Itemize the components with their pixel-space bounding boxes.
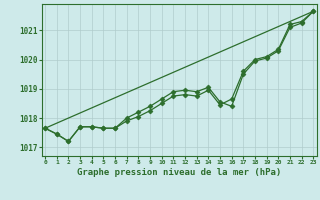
X-axis label: Graphe pression niveau de la mer (hPa): Graphe pression niveau de la mer (hPa) bbox=[77, 168, 281, 177]
